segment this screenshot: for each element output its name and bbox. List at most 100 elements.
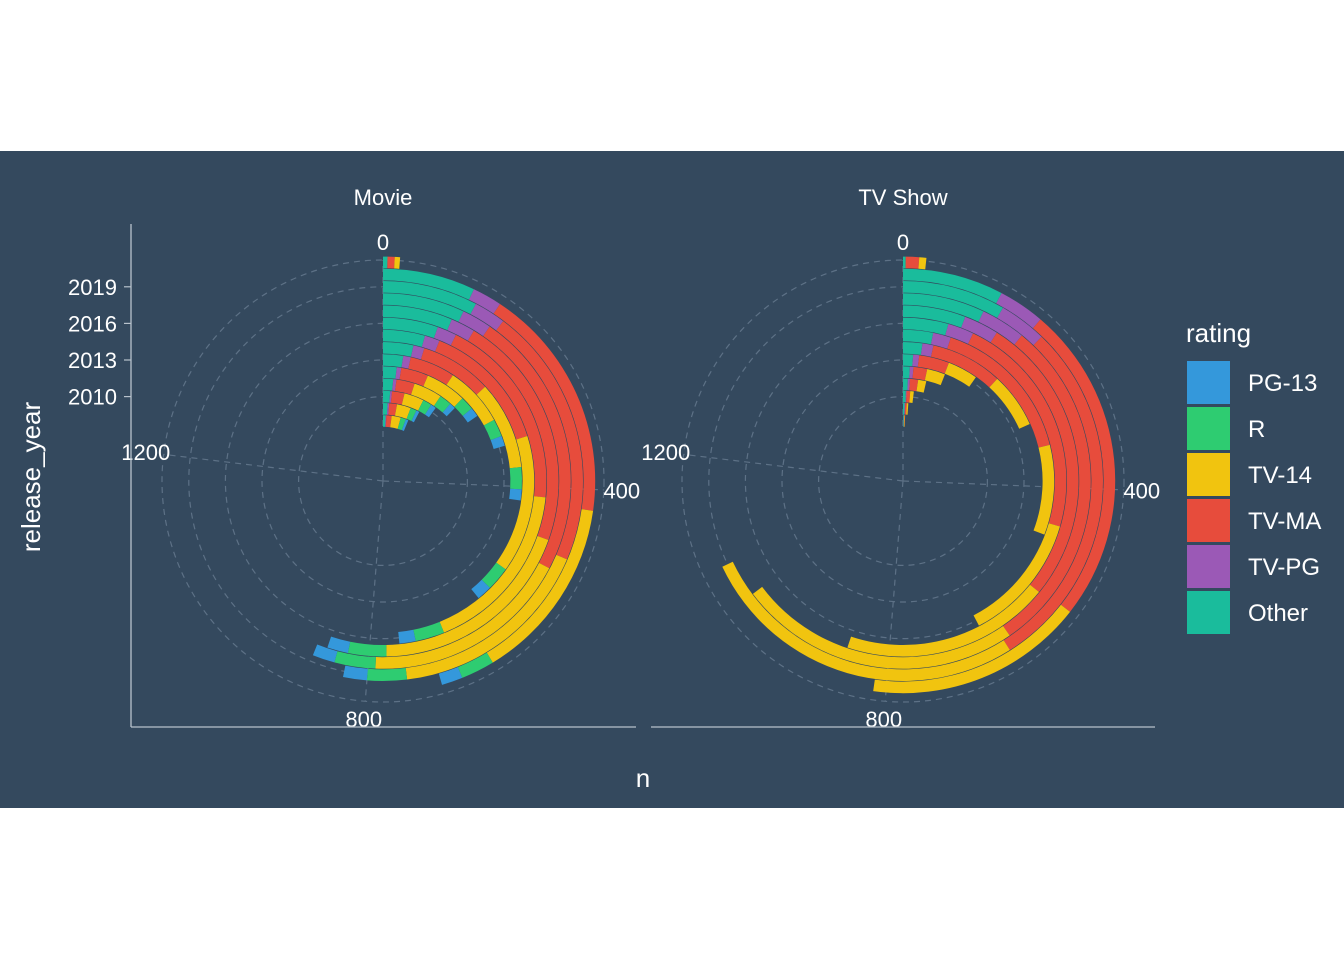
legend-label: TV-PG — [1248, 554, 1320, 581]
bar-tv-14-2012 — [423, 375, 463, 407]
legend: PG-13 R TV-14 TV-MA TV-PG Other — [1187, 361, 1321, 634]
bar-tv-pg-2008 — [385, 415, 387, 427]
facet-movie: Movie 0 400 800 1200 — [121, 185, 640, 732]
bar-tv-ma-2009 — [904, 403, 907, 415]
bar-tv-pg-2013 — [401, 355, 411, 369]
y-tick-label: 2010 — [68, 385, 117, 410]
bar-other-2021 — [903, 256, 906, 269]
grid-spoke — [382, 480, 604, 491]
bar-pg-13-2020 — [438, 667, 463, 685]
bar-tv-ma-2013 — [408, 357, 453, 385]
theta-tick-label: 400 — [1123, 479, 1160, 504]
bar-tv-14-2016 — [973, 523, 1060, 626]
legend-title: rating — [1186, 318, 1251, 348]
bar-tv-14-2014 — [989, 378, 1030, 429]
bar-tv-ma-2012 — [399, 367, 428, 387]
theta-tick-label: 400 — [603, 479, 640, 504]
legend-label: TV-MA — [1248, 508, 1321, 535]
bar-other-2008 — [903, 415, 904, 427]
bar-tv-ma-2019 — [496, 321, 583, 560]
chart-panel: Movie 0 400 800 1200 TV Show 0 400 800 1200 2010 2… — [0, 151, 1344, 808]
bar-other-2011 — [383, 378, 394, 391]
bar-tv-ma-2016 — [968, 333, 1067, 527]
bar-tv-14-2021 — [394, 256, 401, 269]
bar-tv-pg-2010 — [389, 391, 393, 403]
legend-key-r — [1187, 407, 1230, 450]
bar-other-2019 — [903, 281, 1003, 318]
bar-other-2018 — [903, 293, 984, 322]
theta-tick-label: 800 — [865, 707, 902, 732]
bar-tv-ma-2014 — [420, 348, 486, 395]
y-axis-title: release_year — [16, 402, 46, 553]
bar-tv-pg-2015 — [421, 335, 440, 352]
bar-other-2013 — [383, 354, 404, 368]
bar-tv-pg-2018 — [978, 311, 1022, 345]
bar-tv-ma-2016 — [450, 334, 547, 498]
x-axis-title: n — [636, 763, 650, 793]
bar-tv-ma-2020 — [493, 303, 596, 511]
bar-pg-13-2009 — [411, 410, 420, 423]
bar-tv-ma-2020 — [1032, 319, 1116, 612]
bar-tv-ma-2013 — [917, 355, 949, 374]
bar-tv-14-2008 — [904, 415, 906, 427]
bar-r-2019 — [366, 668, 408, 681]
bar-tv-14-2012 — [924, 369, 945, 386]
bar-tv-pg-2014 — [410, 345, 425, 360]
bar-other-2009 — [383, 403, 388, 415]
grid-circle — [261, 359, 505, 603]
bar-r-2012 — [454, 398, 472, 416]
bar-other-2011 — [903, 378, 908, 391]
bar-pg-13-2010 — [425, 404, 436, 418]
bar-tv-14-2009 — [906, 403, 909, 415]
bar-tv-ma-2008 — [903, 415, 905, 427]
bar-tv-14-2018 — [752, 586, 1010, 669]
y-tick-label: 2019 — [68, 275, 117, 300]
bar-tv-pg-2015 — [930, 332, 951, 349]
bar-pg-13-2012 — [462, 408, 478, 423]
bar-tv-14-2008 — [390, 415, 401, 429]
bar-r-2014 — [509, 467, 522, 490]
bar-other-2020 — [903, 268, 1002, 304]
bar-tv-14-2011 — [916, 379, 927, 393]
theta-tick-label: 1200 — [121, 440, 170, 465]
bar-other-2016 — [903, 317, 949, 336]
legend-label: Other — [1248, 600, 1308, 627]
theta-tick-label: 0 — [897, 230, 909, 255]
bar-other-2016 — [383, 317, 438, 339]
bar-tv-ma-2015 — [435, 340, 528, 440]
facet-title: TV Show — [858, 185, 947, 210]
bar-r-2016 — [413, 621, 445, 642]
chart-background — [0, 151, 1344, 808]
bar-other-2009 — [903, 403, 905, 415]
bar-r-2013 — [483, 419, 502, 441]
bar-pg-13-2013 — [490, 436, 505, 449]
bar-other-2015 — [903, 329, 934, 345]
bar-tv-pg-2019 — [997, 307, 1042, 346]
bar-other-2012 — [383, 366, 397, 379]
bar-tv-pg-2014 — [920, 343, 934, 357]
bar-tv-ma-2010 — [906, 390, 911, 403]
grid-spoke — [163, 453, 384, 482]
legend-key-pg-13 — [1187, 361, 1230, 404]
bar-tv-14-2021 — [918, 257, 927, 270]
bar-tv-pg-2010 — [905, 390, 907, 403]
bar-pg-13-2016 — [398, 629, 416, 644]
bar-r-2011 — [433, 396, 451, 413]
bar-tv-ma-2009 — [388, 403, 398, 416]
bar-tv-14-2017 — [847, 584, 1040, 657]
bar-r-2009 — [406, 408, 417, 422]
bar-tv-14-2013 — [446, 375, 495, 426]
bar-tv-14-2020 — [873, 604, 1071, 694]
bar-tv-pg-2017 — [961, 316, 997, 343]
y-tick-label: 2016 — [68, 311, 117, 336]
bar-other-2019 — [383, 281, 476, 315]
bar-tv-14-2013 — [944, 362, 976, 387]
bar-other-2013 — [903, 354, 914, 367]
bar-tv-ma-2019 — [1003, 336, 1103, 651]
bar-tv-ma-2014 — [930, 345, 998, 388]
bar-r-2017 — [347, 641, 387, 657]
bar-pg-13-2019 — [342, 665, 368, 681]
bar-r-2015 — [481, 562, 506, 588]
bar-tv-14-2009 — [394, 404, 411, 419]
